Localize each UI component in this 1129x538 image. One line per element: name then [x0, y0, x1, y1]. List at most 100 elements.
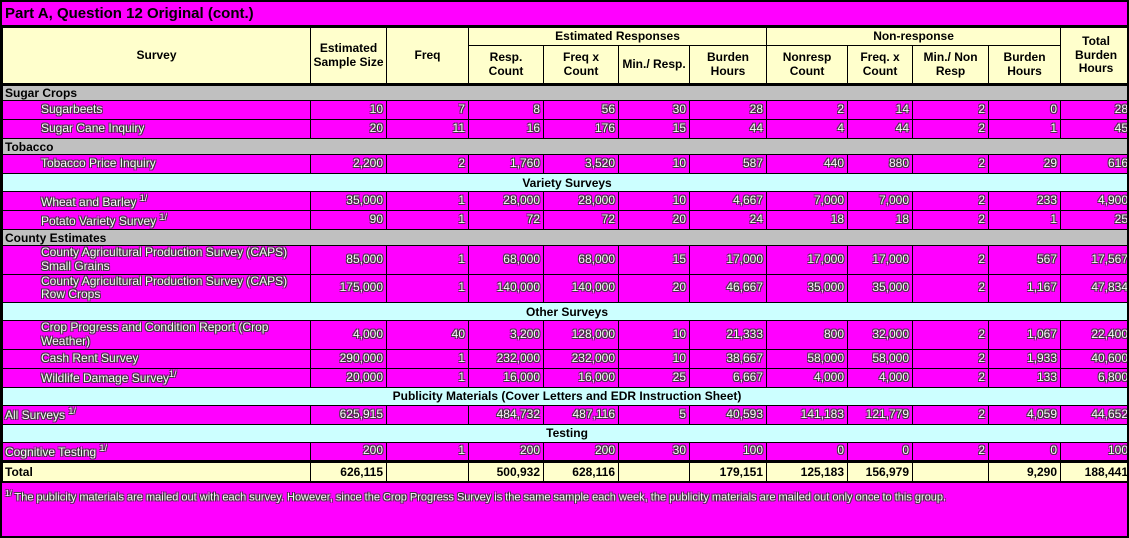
col-header-resp-count: Resp. Count — [468, 45, 544, 86]
value-cell: 1 — [386, 210, 469, 230]
burden-table: Survey Estimated Sample Size Freq Estima… — [2, 27, 1127, 484]
band-row: Publicity Materials (Cover Letters and E… — [2, 386, 1127, 406]
value-cell: 2 — [766, 100, 849, 120]
value-cell: 176 — [543, 119, 619, 139]
value-cell: 9,290 — [988, 459, 1062, 484]
value-cell: 15 — [618, 245, 690, 275]
data-row: Potato Variety Survey 1/90 1 72 72 20 24 18 18 2… — [2, 210, 1127, 230]
data-row: Cash Rent Survey 290,000 1 232,000 232,000 10… — [2, 348, 1127, 369]
value-cell: 200 — [310, 441, 387, 462]
value-cell: 35,000 — [847, 273, 914, 304]
value-cell: 16,000 — [543, 367, 619, 388]
col-header-nonresp-freq-x-count: Freq. x Count — [847, 45, 914, 86]
value-cell: 46,667 — [688, 273, 768, 304]
value-cell: 100 — [1060, 441, 1127, 462]
value-cell: 38,667 — [688, 348, 768, 369]
value-cell: 567 — [988, 245, 1062, 275]
value-cell: 29 — [988, 154, 1062, 174]
value-cell: 44,652 — [1060, 404, 1127, 425]
value-cell: 7 — [386, 100, 469, 120]
survey-name-cell: Cash Rent Survey — [2, 348, 311, 369]
value-cell: 175,000 — [310, 273, 387, 304]
value-cell: 440 — [766, 154, 849, 174]
section-label: Sugar Crops — [2, 84, 1127, 101]
value-cell: 625,915 — [310, 404, 387, 425]
col-header-nonresp-count: Nonresp Count — [766, 45, 849, 86]
value-cell: 47,834 — [1060, 273, 1127, 304]
value-cell: 4,000 — [766, 367, 849, 388]
footnote: 1/ The publicity materials are mailed ou… — [2, 483, 1127, 505]
group-header-estimated-responses: Estimated Responses — [467, 27, 768, 46]
value-cell: 628,116 — [543, 459, 619, 484]
value-cell: 2 — [912, 100, 990, 120]
value-cell: 1,067 — [988, 320, 1062, 350]
value-cell: 40,593 — [688, 404, 768, 425]
group-header-nonresponse: Non-response — [766, 27, 1062, 46]
value-cell: 11 — [386, 119, 469, 139]
value-cell: 44 — [688, 119, 768, 139]
value-cell: 125,183 — [766, 459, 849, 484]
value-cell: 200 — [543, 441, 619, 462]
value-cell: 2 — [912, 245, 990, 275]
value-cell: 800 — [766, 320, 849, 350]
survey-name-cell: All Surveys 1/ — [2, 404, 311, 425]
value-cell: 10 — [618, 348, 690, 369]
value-cell: 128,000 — [543, 320, 619, 350]
value-cell: 40,600 — [1060, 348, 1127, 369]
value-cell: 2 — [912, 154, 990, 174]
value-cell: 30 — [618, 100, 690, 120]
value-cell: 35,000 — [766, 273, 849, 304]
value-cell: 21,333 — [688, 320, 768, 350]
value-cell: 8 — [468, 100, 544, 120]
value-cell: 6,800 — [1060, 367, 1127, 388]
value-cell — [386, 404, 469, 425]
value-cell: 20 — [618, 273, 690, 304]
value-cell: 1 — [386, 348, 469, 369]
section-row: Sugar Crops — [2, 84, 1127, 101]
table-body: Sugar Crops Sugarbeets 10 7 8 56 30 28 2 14 2 0 28 Su… — [2, 84, 1127, 484]
survey-name-cell: County Agricultural Production Survey (C… — [2, 245, 311, 275]
value-cell: 6,667 — [688, 367, 768, 388]
value-cell: 24 — [688, 210, 768, 230]
section-row: County Estimates — [2, 229, 1127, 246]
col-header-min-resp: Min./ Resp. — [618, 45, 690, 86]
value-cell: 487,116 — [543, 404, 619, 425]
value-cell: 0 — [847, 441, 914, 462]
value-cell: 232,000 — [468, 348, 544, 369]
col-header-survey: Survey — [2, 27, 311, 86]
survey-name-cell: Sugar Cane Inquiry — [2, 119, 311, 139]
value-cell — [386, 459, 469, 484]
value-cell: 2 — [386, 154, 469, 174]
value-cell: 141,183 — [766, 404, 849, 425]
value-cell: 140,000 — [468, 273, 544, 304]
value-cell: 20 — [310, 119, 387, 139]
value-cell: 5 — [618, 404, 690, 425]
col-header-freq: Freq — [386, 27, 469, 86]
value-cell: 1 — [386, 191, 469, 211]
band-row: Other Surveys — [2, 302, 1127, 322]
page-title: Part A, Question 12 Original (cont.) — [2, 2, 1127, 27]
value-cell: 1 — [988, 119, 1062, 139]
value-cell: 500,932 — [468, 459, 544, 484]
value-cell: 140,000 — [543, 273, 619, 304]
value-cell: 7,000 — [766, 191, 849, 211]
value-cell: 1 — [386, 245, 469, 275]
value-cell: 233 — [988, 191, 1062, 211]
value-cell: 626,115 — [310, 459, 387, 484]
value-cell: 18 — [766, 210, 849, 230]
col-header-freq-x-count: Freq x Count — [543, 45, 619, 86]
value-cell: 179,151 — [688, 459, 768, 484]
value-cell: 616 — [1060, 154, 1127, 174]
col-header-burden-hours: Burden Hours — [688, 45, 768, 86]
value-cell: 188,441 — [1060, 459, 1127, 484]
value-cell: 1,933 — [988, 348, 1062, 369]
value-cell: 2 — [912, 320, 990, 350]
band-label: Publicity Materials (Cover Letters and E… — [2, 386, 1127, 406]
data-row: All Surveys 1/625,915 484,732 487,116 5 40,5… — [2, 404, 1127, 425]
data-row: Sugarbeets 10 7 8 56 30 28 2 14 2 0 28 — [2, 100, 1127, 120]
value-cell: 2 — [912, 191, 990, 211]
footnote-marker: 1/ — [169, 369, 177, 380]
value-cell: 17,000 — [766, 245, 849, 275]
survey-name-cell: Wildlife Damage Survey1/ — [2, 367, 311, 388]
value-cell: 68,000 — [468, 245, 544, 275]
